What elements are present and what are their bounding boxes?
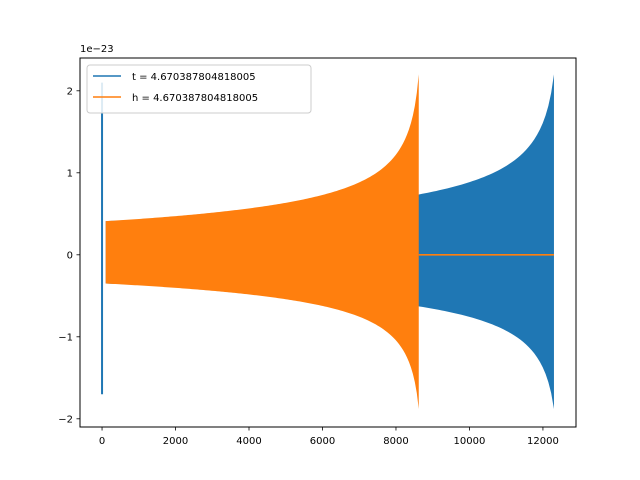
y-axis: −2 −1 0 1 2	[58, 86, 80, 425]
legend-box	[86, 64, 312, 114]
x-tick-label: 2000	[163, 436, 188, 447]
y-tick-label: 2	[67, 86, 73, 97]
axes-frame	[79, 57, 577, 428]
plot-area	[101, 74, 554, 409]
x-tick-label: 10000	[454, 436, 486, 447]
y-tick-label: 0	[67, 250, 73, 261]
y-tick-label: 1	[67, 168, 73, 179]
y-tick-label: −1	[58, 332, 73, 343]
x-tick-label: 12000	[527, 436, 559, 447]
legend-label-h: h = 4.670387804818005	[132, 93, 258, 104]
x-tick-label: 8000	[383, 436, 408, 447]
x-axis: 0 2000 4000 6000 8000 10000 12000	[99, 427, 559, 447]
series-h-band	[105, 74, 419, 409]
x-tick-label: 0	[99, 436, 105, 447]
y-tick-label: −2	[58, 414, 73, 425]
x-tick-label: 6000	[310, 436, 335, 447]
legend-label-t: t = 4.670387804818005	[132, 72, 256, 83]
legend: t = 4.670387804818005 h = 4.670387804818…	[86, 64, 312, 114]
x-tick-label: 4000	[236, 436, 261, 447]
y-offset-label: 1e−23	[80, 44, 114, 55]
